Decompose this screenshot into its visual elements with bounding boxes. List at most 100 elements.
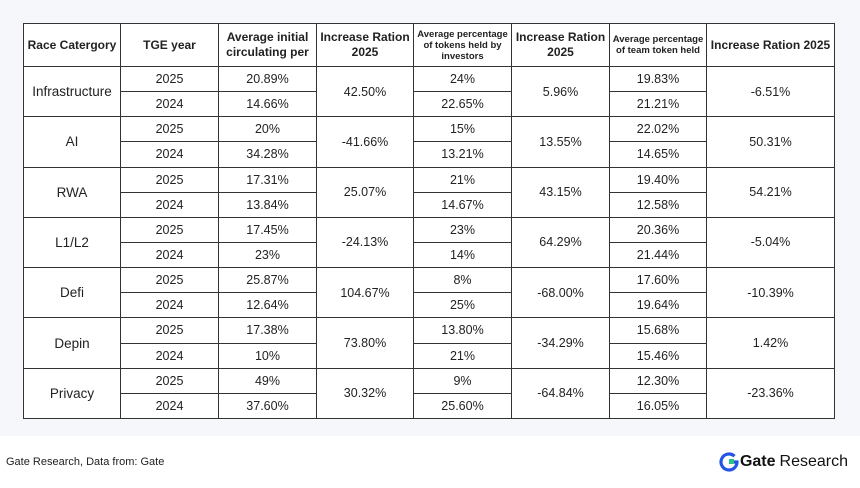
avg-circulating-cell: 17.31% — [218, 166, 317, 193]
team-tokens-cell: 19.64% — [609, 292, 707, 319]
header-avg-team-tokens: Average percentage of team token held — [609, 23, 707, 67]
avg-circulating-cell: 17.38% — [218, 317, 317, 344]
avg-circulating-cell: 20% — [218, 116, 317, 143]
brand-logo: Gate Research — [719, 452, 848, 472]
table-row: 2024 10% 21% 15.46% — [24, 342, 835, 369]
circulating-increase-cell: 42.50% — [316, 65, 414, 118]
avg-circulating-cell: 49% — [218, 367, 317, 394]
tge-year-cell: 2024 — [120, 342, 219, 369]
table-row: Infrastructure 2025 20.89% 42.50% 24% 5.96% 19… — [23, 65, 835, 118]
team-tokens-cell: 15.46% — [609, 342, 707, 369]
header-tge-year: TGE year — [120, 23, 219, 67]
race-category-cell: RWA — [23, 166, 121, 218]
table-row: 2024 37.60% 25.60% 16.05% — [24, 392, 835, 420]
avg-circulating-cell: 20.89% — [218, 65, 317, 93]
race-category-cell: Defi — [23, 267, 121, 319]
brand-suffix: Research — [779, 453, 848, 470]
investor-tokens-cell: 22.65% — [413, 91, 512, 118]
gate-logo-icon — [719, 452, 739, 472]
team-tokens-cell: 15.68% — [609, 317, 707, 344]
team-tokens-cell: 21.21% — [609, 91, 707, 118]
race-category-cell: AI — [23, 116, 121, 168]
circulating-increase-cell: 104.67% — [316, 267, 414, 319]
team-tokens-cell: 16.05% — [609, 392, 707, 420]
header-row: Race Catergory TGE year Average initial … — [23, 23, 835, 67]
investor-increase-cell: 13.55% — [511, 116, 610, 168]
circulating-increase-cell: -24.13% — [316, 216, 414, 269]
tge-year-cell: 2024 — [120, 392, 219, 420]
footer: Gate Research, Data from: Gate Gate Rese… — [0, 437, 860, 488]
circulating-increase-cell: 73.80% — [316, 317, 414, 369]
tge-year-cell: 2025 — [120, 65, 219, 93]
investor-tokens-cell: 25.60% — [413, 392, 512, 420]
investor-tokens-cell: 15% — [413, 116, 512, 143]
circulating-increase-cell: -41.66% — [316, 116, 414, 168]
avg-circulating-cell: 17.45% — [218, 216, 317, 243]
team-increase-cell: -10.39% — [706, 267, 835, 319]
team-tokens-cell: 12.58% — [609, 191, 707, 218]
table-row: Privacy 2025 49% 30.32% 9% -64.84% 12.30% -23.3… — [23, 367, 835, 420]
header-circulating-increase: Increase Ration 2025 — [316, 23, 414, 67]
tge-year-cell: 2024 — [120, 91, 219, 118]
header-avg-initial-circulating: Average initial circulating per — [218, 23, 317, 67]
table-row: 2024 34.28% 13.21% 14.65% — [24, 141, 835, 168]
source-note: Gate Research, Data from: Gate — [6, 456, 165, 468]
race-category-cell: Infrastructure — [23, 65, 121, 118]
investor-tokens-cell: 9% — [413, 367, 512, 394]
team-increase-cell: -5.04% — [706, 216, 835, 269]
team-tokens-cell: 19.40% — [609, 166, 707, 193]
team-tokens-cell: 14.65% — [609, 141, 707, 168]
table-row: RWA 2025 17.31% 25.07% 21% 43.15% 19.40% 54.21% — [23, 166, 835, 218]
tge-year-cell: 2025 — [120, 166, 219, 193]
table-row: 2024 12.64% 25% 19.64% — [24, 292, 835, 319]
circulating-increase-cell: 25.07% — [316, 166, 414, 218]
avg-circulating-cell: 10% — [218, 342, 317, 369]
content-area: Race Catergory TGE year Average initial … — [23, 23, 835, 420]
race-category-cell: Privacy — [23, 367, 121, 420]
tge-year-cell: 2024 — [120, 141, 219, 168]
team-tokens-cell: 12.30% — [609, 367, 707, 394]
table-row: Defi 2025 25.87% 104.67% 8% -68.00% 17.60% -10.… — [23, 267, 835, 319]
avg-circulating-cell: 23% — [218, 241, 317, 269]
avg-circulating-cell: 13.84% — [218, 191, 317, 218]
investor-increase-cell: -34.29% — [511, 317, 610, 369]
table-row: L1/L2 2025 17.45% -24.13% 23% 64.29% 20.36% -5.… — [23, 216, 835, 269]
team-tokens-cell: 20.36% — [609, 216, 707, 243]
header-team-increase: Increase Ration 2025 — [706, 23, 835, 67]
team-tokens-cell: 21.44% — [609, 241, 707, 269]
team-increase-cell: 54.21% — [706, 166, 835, 218]
avg-circulating-cell: 25.87% — [218, 267, 317, 294]
team-increase-cell: -23.36% — [706, 367, 835, 420]
avg-circulating-cell: 37.60% — [218, 392, 317, 420]
table-body: Infrastructure 2025 20.89% 42.50% 24% 5.96% 19… — [23, 65, 835, 420]
avg-circulating-cell: 12.64% — [218, 292, 317, 319]
table-row: 2024 13.84% 14.67% 12.58% — [24, 191, 835, 218]
tge-year-cell: 2024 — [120, 292, 219, 319]
team-increase-cell: -6.51% — [706, 65, 835, 118]
investor-tokens-cell: 24% — [413, 65, 512, 93]
tge-year-cell: 2024 — [120, 191, 219, 218]
tge-year-cell: 2025 — [120, 116, 219, 143]
team-increase-cell: 50.31% — [706, 116, 835, 168]
investor-tokens-cell: 21% — [413, 166, 512, 193]
circulating-increase-cell: 30.32% — [316, 367, 414, 420]
investor-tokens-cell: 13.21% — [413, 141, 512, 168]
investor-increase-cell: 5.96% — [511, 65, 610, 118]
brand-name: Gate — [739, 453, 776, 470]
race-category-cell: Depin — [23, 317, 121, 369]
investor-increase-cell: -64.84% — [511, 367, 610, 420]
team-tokens-cell: 17.60% — [609, 267, 707, 294]
race-category-cell: L1/L2 — [23, 216, 121, 269]
header-avg-investor-tokens: Average percentage of tokens held by inv… — [413, 23, 512, 67]
investor-tokens-cell: 14% — [413, 241, 512, 269]
investor-increase-cell: 43.15% — [511, 166, 610, 218]
investor-increase-cell: -68.00% — [511, 267, 610, 319]
investor-tokens-cell: 14.67% — [413, 191, 512, 218]
table-row: 2024 23% 14% 21.44% — [24, 241, 835, 269]
avg-circulating-cell: 14.66% — [218, 91, 317, 118]
investor-increase-cell: 64.29% — [511, 216, 610, 269]
investor-tokens-cell: 25% — [413, 292, 512, 319]
investor-tokens-cell: 8% — [413, 267, 512, 294]
tge-year-cell: 2025 — [120, 317, 219, 344]
